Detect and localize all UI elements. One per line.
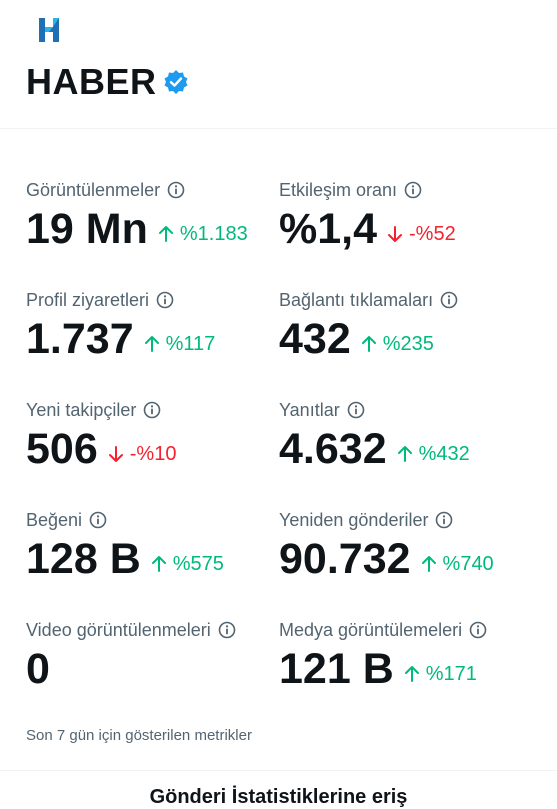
metric-value: 90.732 xyxy=(279,535,411,583)
metric-value-row: 0 xyxy=(26,645,286,693)
metric-change: %740 xyxy=(421,553,494,576)
metric-value: 432 xyxy=(279,315,351,363)
metric-baglanti-tiklamalari: Bağlantı tıklamaları 432 %235 xyxy=(279,289,539,363)
metric-value: 4.632 xyxy=(279,425,387,473)
metric-change-value: %171 xyxy=(425,662,477,685)
metric-change-value: %117 xyxy=(165,332,216,355)
metric-change: -%52 xyxy=(387,223,456,246)
metric-value-row: 432 %235 xyxy=(279,315,539,363)
metric-change: %171 xyxy=(404,663,477,686)
metric-value: 128 B xyxy=(26,535,141,583)
metric-change: %235 xyxy=(361,333,434,356)
metric-value: 121 B xyxy=(279,645,394,693)
metric-label-row: Görüntülenmeler xyxy=(26,179,286,201)
arrow-up-icon xyxy=(144,335,160,353)
footer-divider xyxy=(0,770,557,771)
metric-change-value: %235 xyxy=(382,332,434,355)
metric-label-row: Beğeni xyxy=(26,509,286,531)
header-divider xyxy=(0,128,557,129)
arrow-up-icon xyxy=(421,555,437,573)
arrow-down-icon xyxy=(387,225,403,243)
info-icon[interactable] xyxy=(156,291,174,309)
metric-change: %575 xyxy=(151,553,224,576)
metric-label-row: Etkileşim oranı xyxy=(279,179,539,201)
info-icon[interactable] xyxy=(404,181,422,199)
metric-yeniden-gonderiler: Yeniden gönderiler 90.732 %740 xyxy=(279,509,539,584)
arrow-up-icon xyxy=(361,335,377,353)
metric-medya-goruntulemeleri: Medya görüntülemeleri 121 B %171 xyxy=(279,619,539,693)
metric-goruntulenmeler: Görüntülenmeler 19 Mn %1.183 xyxy=(26,179,286,254)
metric-label: Beğeni xyxy=(26,509,83,530)
metric-value-row: 506 -%10 xyxy=(26,425,286,473)
metric-label: Görüntülenmeler xyxy=(26,179,161,200)
metric-value: 506 xyxy=(26,425,98,473)
metric-value-row: 90.732 %740 xyxy=(279,535,539,583)
metric-label: Etkileşim oranı xyxy=(279,179,398,200)
metric-label-row: Bağlantı tıklamaları xyxy=(279,289,539,311)
metric-yeni-takipciler: Yeni takipçiler 506 -%10 xyxy=(26,399,286,474)
metric-label: Profil ziyaretleri xyxy=(26,289,150,310)
account-name: HABER xyxy=(26,61,157,102)
info-icon[interactable] xyxy=(469,621,487,639)
metric-label-row: Medya görüntülemeleri xyxy=(279,619,539,641)
metric-value-row: 121 B %171 xyxy=(279,645,539,693)
metric-video-goruntulenmeleri: Video görüntülenmeleri 0 xyxy=(26,619,286,693)
metric-label-row: Video görüntülenmeleri xyxy=(26,619,286,641)
metric-profil-ziyaretleri: Profil ziyaretleri 1.737 %117 xyxy=(26,289,286,364)
metric-label: Video görüntülenmeleri xyxy=(26,619,211,640)
metric-value: 19 Mn xyxy=(26,205,148,253)
metric-label-row: Profil ziyaretleri xyxy=(26,289,286,311)
info-icon[interactable] xyxy=(89,511,107,529)
post-analytics-link[interactable]: Gönderi İstatistiklerine eriş xyxy=(149,786,408,808)
metric-change: -%10 xyxy=(108,442,177,466)
metric-value-row: %1,4 -%52 xyxy=(279,205,539,253)
verified-badge-icon[interactable] xyxy=(163,69,189,95)
metrics-footnote: Son 7 gün için gösterilen metrikler xyxy=(26,727,252,744)
metric-begeni: Beğeni 128 B %575 xyxy=(26,509,286,584)
metric-value-row: 1.737 %117 xyxy=(26,315,286,363)
metric-yanitlar: Yanıtlar 4.632 %432 xyxy=(279,399,539,474)
metric-value: 0 xyxy=(26,645,50,693)
metric-etkilesim-orani: Etkileşim oranı %1,4 -%52 xyxy=(279,179,539,254)
info-icon[interactable] xyxy=(218,621,236,639)
metric-label: Bağlantı tıklamaları xyxy=(279,289,434,310)
metric-label-row: Yanıtlar xyxy=(279,399,539,421)
info-icon[interactable] xyxy=(347,401,365,419)
metric-label-row: Yeniden gönderiler xyxy=(279,509,539,531)
info-icon[interactable] xyxy=(435,511,453,529)
account-name-row: HABER xyxy=(26,60,189,104)
metric-label: Yeniden gönderiler xyxy=(279,509,429,530)
metric-change-value: -%52 xyxy=(409,222,456,245)
info-icon[interactable] xyxy=(167,181,185,199)
metric-label: Yanıtlar xyxy=(279,399,340,420)
arrow-up-icon xyxy=(397,445,413,463)
info-icon[interactable] xyxy=(440,291,458,309)
metric-change-value: %740 xyxy=(442,552,494,575)
metric-value: %1,4 xyxy=(279,205,378,253)
metric-value-row: 4.632 %432 xyxy=(279,425,539,473)
arrow-up-icon xyxy=(158,225,174,243)
metric-value-row: 19 Mn %1.183 xyxy=(26,205,286,253)
metric-value: 1.737 xyxy=(26,315,134,363)
metric-label-row: Yeni takipçiler xyxy=(26,399,286,421)
metric-change-value: %575 xyxy=(172,552,224,575)
account-header: HABER xyxy=(0,0,557,128)
metric-label: Yeni takipçiler xyxy=(26,399,137,420)
metric-change: %1.183 xyxy=(158,223,248,246)
arrow-up-icon xyxy=(151,555,167,573)
metric-change-value: %1.183 xyxy=(179,222,248,245)
metric-change: %432 xyxy=(397,443,470,466)
metric-change-value: -%10 xyxy=(129,442,177,465)
metric-value-row: 128 B %575 xyxy=(26,535,286,583)
metric-change: %117 xyxy=(144,332,216,356)
info-icon[interactable] xyxy=(143,401,161,419)
metric-change-value: %432 xyxy=(418,442,470,465)
arrow-up-icon xyxy=(404,665,420,683)
arrow-down-icon xyxy=(108,445,124,463)
metric-label: Medya görüntülemeleri xyxy=(279,619,463,640)
haber-logo-icon[interactable] xyxy=(33,14,65,46)
